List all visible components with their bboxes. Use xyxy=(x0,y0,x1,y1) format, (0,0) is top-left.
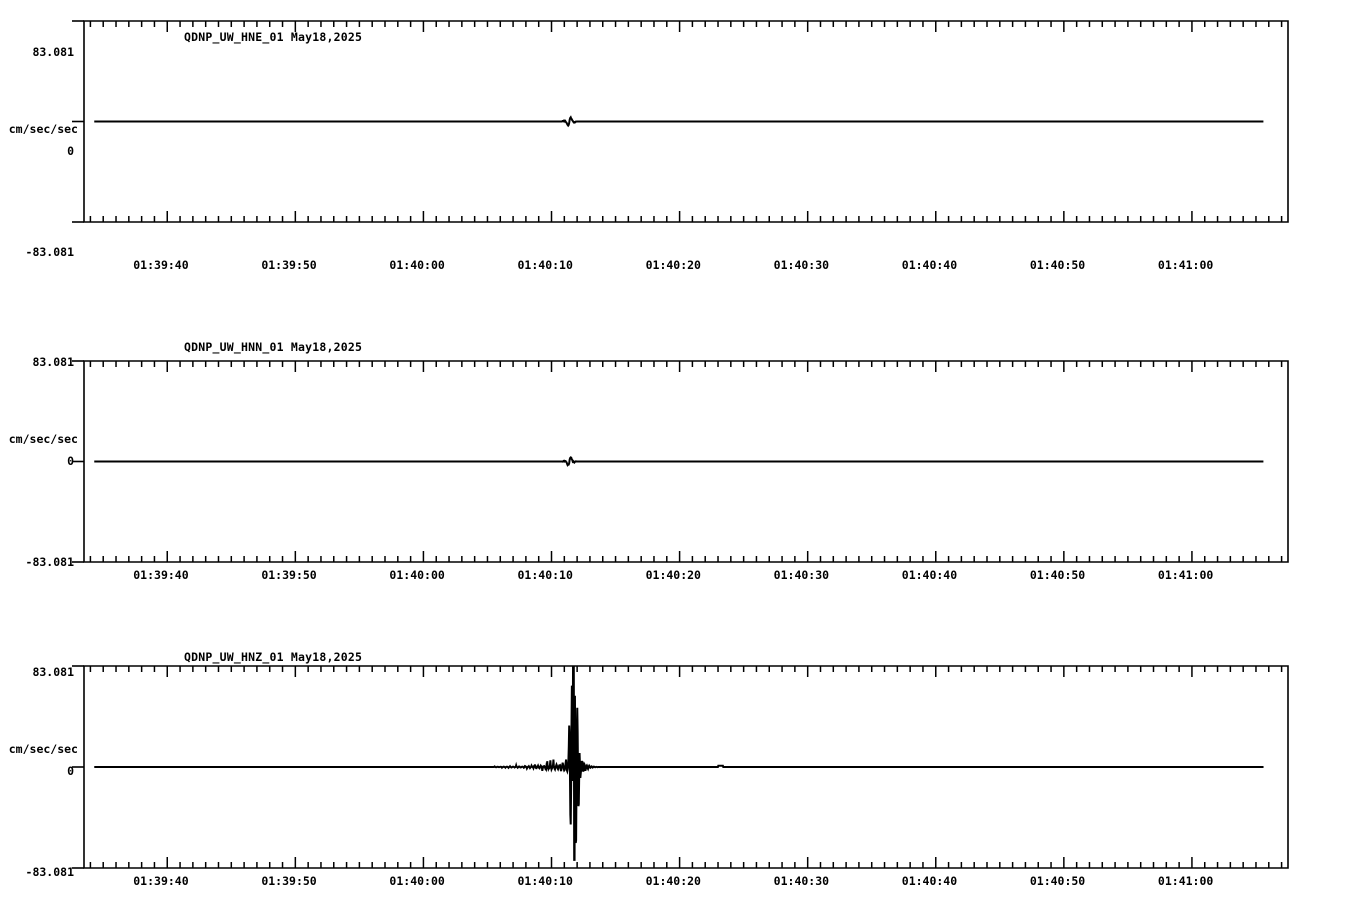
x-tick-label: 01:40:40 xyxy=(901,258,958,272)
x-tick-label: 01:39:40 xyxy=(133,874,189,888)
x-tick-label: 01:40:10 xyxy=(517,258,573,272)
plot-area-hne xyxy=(72,20,1289,223)
panel-title-hne: QDNP_UW_HNE_01 May18,2025 xyxy=(184,30,363,44)
y-tick-max-hnz: 83.081 xyxy=(32,665,74,679)
x-tick-label: 01:40:30 xyxy=(773,258,830,272)
x-tick-label: 01:40:30 xyxy=(773,568,830,582)
x-tick-label: 01:40:50 xyxy=(1029,258,1086,272)
y-tick-mid-hnn: 0 xyxy=(67,454,74,468)
plot-area-hnn xyxy=(72,360,1289,563)
panel-hnz: QDNP_UW_HNZ_01 May18,2025 cm/sec/sec 83.… xyxy=(0,615,1358,920)
x-tick-label: 01:40:50 xyxy=(1029,568,1086,582)
x-tick-label: 01:39:40 xyxy=(133,258,189,272)
x-tick-label: 01:39:50 xyxy=(261,568,317,582)
x-tick-label: 01:39:50 xyxy=(261,258,317,272)
x-tick-label: 01:40:20 xyxy=(645,258,701,272)
x-tick-label: 01:39:40 xyxy=(133,568,189,582)
y-axis-units-hne: cm/sec/sec xyxy=(8,122,78,136)
x-tick-label: 01:40:10 xyxy=(517,874,573,888)
x-tick-label: 01:40:30 xyxy=(773,874,830,888)
x-tick-label: 01:41:00 xyxy=(1157,874,1214,888)
y-axis-units-hnn: cm/sec/sec xyxy=(8,432,78,446)
panel-title-hnn: QDNP_UW_HNN_01 May18,2025 xyxy=(184,340,363,354)
panel-hnn: QDNP_UW_HNN_01 May18,2025 cm/sec/sec 83.… xyxy=(0,310,1358,610)
y-tick-mid-hne: 0 xyxy=(67,144,74,158)
y-tick-min-hnz: -83.081 xyxy=(25,865,74,879)
x-tick-label: 01:40:20 xyxy=(645,874,701,888)
x-tick-label: 01:40:50 xyxy=(1029,874,1086,888)
y-tick-max-hne: 83.081 xyxy=(32,45,74,59)
y-tick-max-hnn: 83.081 xyxy=(32,355,74,369)
y-axis-units-hnz: cm/sec/sec xyxy=(8,742,78,756)
x-tick-label: 01:41:00 xyxy=(1157,258,1214,272)
x-tick-label: 01:40:00 xyxy=(389,874,445,888)
x-tick-label: 01:40:40 xyxy=(901,874,958,888)
y-tick-min-hnn: -83.081 xyxy=(25,555,74,569)
x-tick-label: 01:39:50 xyxy=(261,874,317,888)
plot-area-hnz xyxy=(72,665,1289,869)
x-tick-label: 01:40:40 xyxy=(901,568,958,582)
x-tick-label: 01:40:00 xyxy=(389,568,445,582)
panel-title-hnz: QDNP_UW_HNZ_01 May18,2025 xyxy=(184,650,363,664)
panel-hne: QDNP_UW_HNE_01 May18,2025 cm/sec/sec 83.… xyxy=(0,0,1358,300)
x-tick-label: 01:40:00 xyxy=(389,258,445,272)
x-tick-label: 01:40:10 xyxy=(517,568,573,582)
x-tick-label: 01:40:20 xyxy=(645,568,701,582)
x-tick-label: 01:41:00 xyxy=(1157,568,1214,582)
y-tick-mid-hnz: 0 xyxy=(67,764,74,778)
y-tick-min-hne: -83.081 xyxy=(25,245,74,259)
